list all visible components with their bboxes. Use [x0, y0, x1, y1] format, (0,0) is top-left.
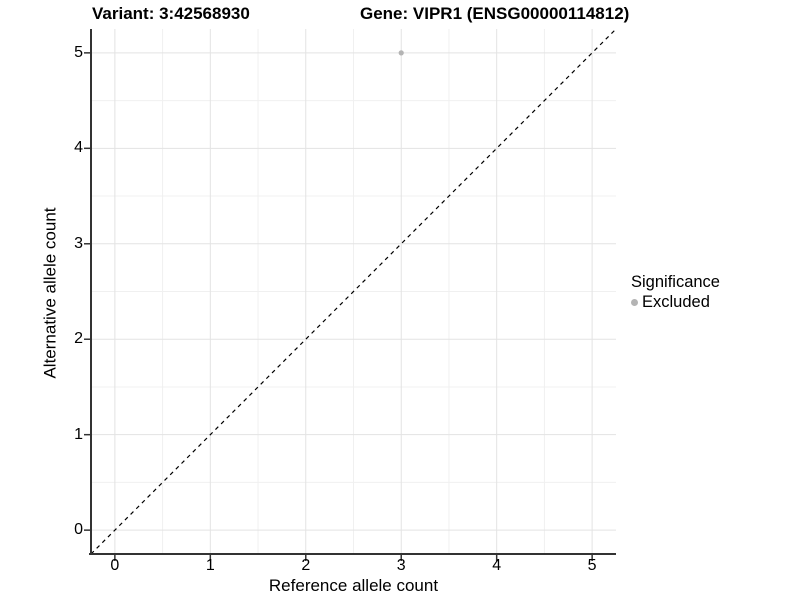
legend-item-label: Excluded: [642, 293, 710, 311]
x-tick-label: 2: [301, 557, 311, 574]
y-tick-label: 2: [74, 330, 83, 348]
y-tick-label: 4: [74, 139, 83, 157]
chart-canvas: [84, 28, 617, 561]
data-point: [398, 50, 404, 56]
y-tick-label: 0: [74, 521, 83, 539]
x-tick-label: 0: [110, 557, 120, 574]
legend: Significance Excluded: [631, 273, 720, 312]
legend-point-icon: [631, 299, 638, 306]
plot-title-gene: Gene: VIPR1 (ENSG00000114812): [360, 4, 630, 23]
y-tick-label: 1: [74, 425, 83, 443]
x-axis-title: Reference allele count: [268, 576, 439, 595]
x-tick-label: 4: [492, 557, 502, 574]
legend-item-excluded: Excluded: [631, 293, 720, 312]
plot-title-variant: Variant: 3:42568930: [92, 4, 250, 23]
legend-title: Significance: [631, 273, 720, 291]
x-tick-label: 5: [587, 557, 597, 574]
plot-panel: [84, 28, 617, 561]
y-axis-title: Alternative allele count: [40, 207, 60, 379]
x-tick-label: 1: [205, 557, 215, 574]
y-tick-label: 5: [74, 43, 83, 61]
y-tick-label: 3: [74, 234, 83, 252]
x-tick-label: 3: [396, 557, 406, 574]
